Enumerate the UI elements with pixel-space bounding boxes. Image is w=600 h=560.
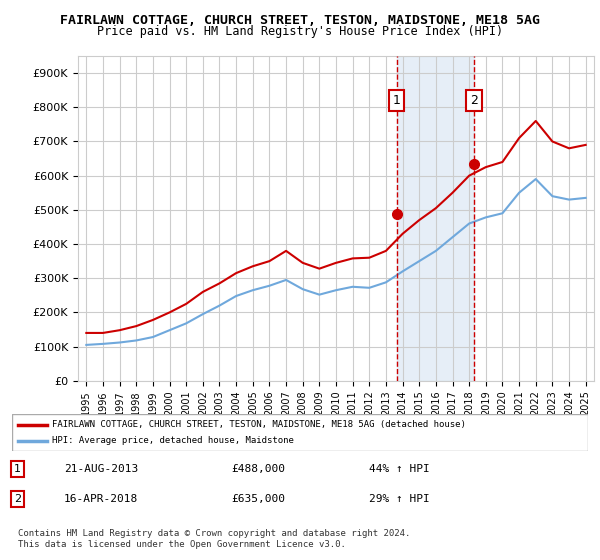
Text: 21-AUG-2013: 21-AUG-2013 — [64, 464, 138, 474]
Text: 2: 2 — [470, 94, 478, 107]
Text: FAIRLAWN COTTAGE, CHURCH STREET, TESTON, MAIDSTONE, ME18 5AG (detached house): FAIRLAWN COTTAGE, CHURCH STREET, TESTON,… — [52, 420, 466, 429]
Text: FAIRLAWN COTTAGE, CHURCH STREET, TESTON, MAIDSTONE, ME18 5AG: FAIRLAWN COTTAGE, CHURCH STREET, TESTON,… — [60, 14, 540, 27]
Bar — [397, 56, 474, 381]
Text: Contains HM Land Registry data © Crown copyright and database right 2024.
This d: Contains HM Land Registry data © Crown c… — [18, 529, 410, 549]
Text: 29% ↑ HPI: 29% ↑ HPI — [369, 494, 430, 504]
Text: £635,000: £635,000 — [231, 494, 285, 504]
Text: 2: 2 — [14, 494, 22, 504]
Text: 1: 1 — [14, 464, 21, 474]
Text: 16-APR-2018: 16-APR-2018 — [64, 494, 138, 504]
Text: HPI: Average price, detached house, Maidstone: HPI: Average price, detached house, Maid… — [52, 436, 294, 445]
FancyBboxPatch shape — [12, 414, 588, 451]
Text: £488,000: £488,000 — [231, 464, 285, 474]
Text: Price paid vs. HM Land Registry's House Price Index (HPI): Price paid vs. HM Land Registry's House … — [97, 25, 503, 38]
Text: 1: 1 — [392, 94, 401, 107]
Text: 44% ↑ HPI: 44% ↑ HPI — [369, 464, 430, 474]
